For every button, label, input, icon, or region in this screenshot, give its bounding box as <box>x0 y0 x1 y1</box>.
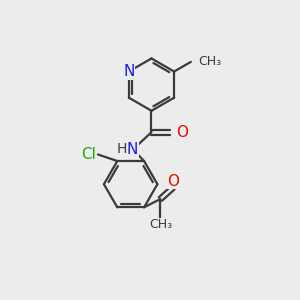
Text: O: O <box>176 125 188 140</box>
Text: O: O <box>167 174 179 189</box>
Text: N: N <box>127 142 138 157</box>
Text: CH₃: CH₃ <box>198 56 221 68</box>
Text: Cl: Cl <box>81 147 96 162</box>
Text: H: H <box>117 142 127 156</box>
Text: N: N <box>123 64 134 79</box>
Text: CH₃: CH₃ <box>149 218 172 231</box>
